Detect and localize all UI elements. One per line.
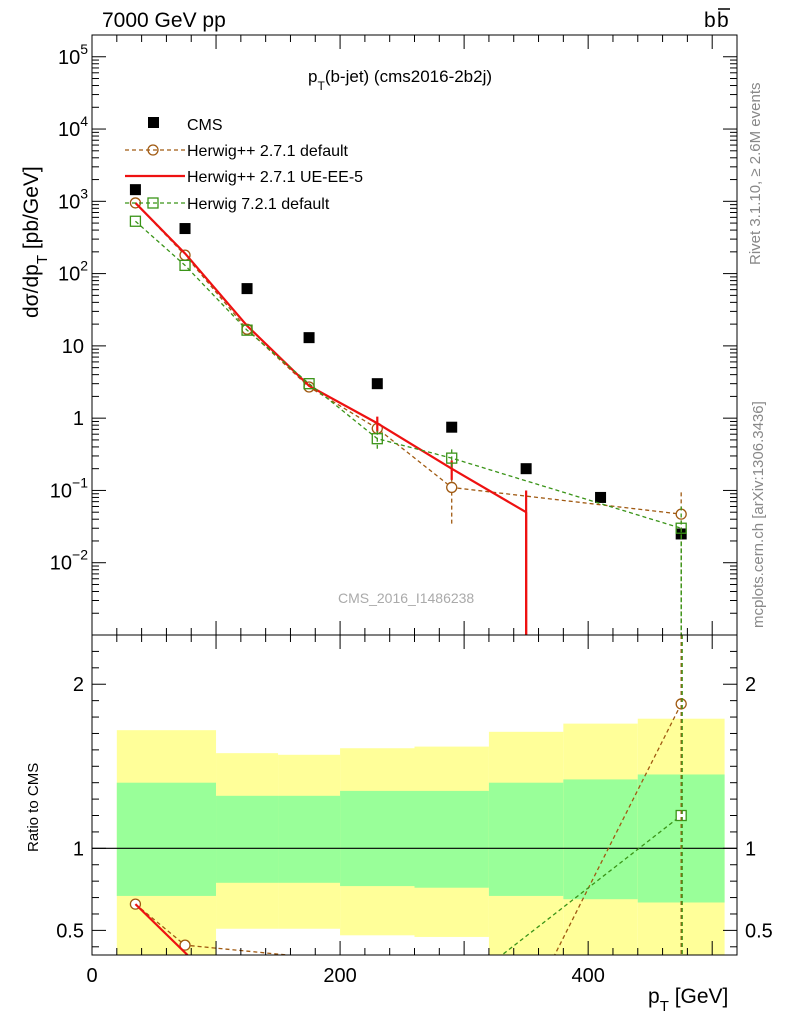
y-tick-label: 10−1 — [50, 474, 88, 502]
series-line — [134, 202, 527, 514]
herwig-pp-marker — [446, 481, 458, 494]
x-tick-label: 400 — [571, 965, 604, 987]
cms-data-point — [129, 184, 141, 196]
ratio-line — [500, 814, 682, 955]
cms-data-point — [371, 378, 383, 390]
series-0 — [129, 184, 687, 540]
herwig7-marker — [241, 324, 253, 336]
uncertainty-band-inner — [414, 790, 489, 888]
herwig7-marker — [303, 378, 315, 390]
ratio-y-tick-label-right: 0.5 — [745, 920, 773, 942]
y-tick-label: 10 — [62, 336, 84, 358]
x-tick-label: 200 — [323, 965, 356, 987]
ratio-y-tick-label: 2 — [73, 674, 84, 696]
series-2 — [134, 202, 528, 635]
ratio-marker — [179, 939, 191, 951]
cms-data-point — [675, 528, 687, 540]
ratio-line — [134, 703, 682, 955]
y-tick-label: 105 — [58, 41, 88, 69]
y-tick-label: 103 — [58, 185, 88, 213]
ratio-y-tick-label-right: 1 — [745, 838, 756, 860]
rivet-label: Rivet 3.1.10, ≥ 2.6M events — [747, 83, 764, 266]
cms-data-point — [520, 463, 532, 475]
legend-item-herwig-pp-default: Herwig++ 2.7.1 default — [125, 143, 349, 160]
svg-text:b: b — [704, 9, 716, 32]
cms-data-point — [595, 491, 607, 503]
series-1 — [129, 197, 687, 635]
ratio-y-tick-label: 1 — [73, 838, 84, 860]
y-tick-label: 10−2 — [50, 547, 88, 575]
uncertainty-band-inner — [216, 795, 279, 883]
collision-label: 7000 GeV pp — [102, 9, 226, 32]
cms-data-point — [241, 283, 253, 295]
y-tick-label: 1 — [73, 408, 84, 430]
herwig7-marker — [446, 452, 458, 464]
uncertainty-band-inner — [488, 782, 564, 896]
uncertainty-band-inner — [278, 795, 341, 883]
herwig7-marker — [179, 259, 191, 272]
mcplots-label: mcplots.cern.ch [arXiv:1306.3436] — [750, 401, 767, 628]
ratio-series-1 — [134, 903, 189, 955]
ratio-frame — [91, 634, 738, 956]
cms-data-point — [446, 421, 458, 433]
legend-item-herwig7-default: Herwig 7.2.1 default — [125, 196, 330, 213]
herwig7-marker — [675, 522, 687, 534]
process-label: b b — [704, 8, 730, 32]
ratio-axis-ticks: 0.5 0.5 1 1 2 2 0 200 400 — [56, 634, 773, 987]
y-tick-label: 104 — [58, 113, 88, 141]
cms-data-point — [179, 223, 191, 235]
plot-title: pT(b-jet) (cms2016-2b2j) — [308, 67, 492, 93]
ratio-panel: 0.5 0.5 1 1 2 2 0 200 400 Ratio to CMS pT [GeV] — [25, 634, 773, 1015]
cms-data-point — [303, 332, 315, 344]
x-axis-label: pT [GeV] — [648, 985, 728, 1015]
ratio-y-axis-label: Ratio to CMS — [25, 763, 42, 852]
series-line — [134, 220, 682, 529]
y-axis-label: dσ/dpT [pb/GeV] — [20, 166, 51, 318]
uncertainty-band-inner — [116, 782, 217, 896]
uncertainty-band-inner — [563, 779, 638, 900]
herwig7-marker — [129, 215, 142, 227]
ratio-line — [134, 903, 189, 955]
ratio-y-tick-label-right: 2 — [745, 674, 756, 696]
svg-text:CMS: CMS — [187, 117, 223, 134]
svg-text:b: b — [717, 9, 729, 32]
x-tick-label: 0 — [86, 965, 97, 987]
legend-item-herwig-pp-ue-ee-5: Herwig++ 2.7.1 UE-EE-5 — [125, 169, 363, 186]
ratio-y-tick-label: 0.5 — [56, 920, 84, 942]
svg-text:Herwig 7.2.1 default: Herwig 7.2.1 default — [187, 196, 330, 213]
svg-text:Herwig++ 2.7.1 default: Herwig++ 2.7.1 default — [187, 143, 349, 160]
svg-text:Herwig++ 2.7.1 UE-EE-5: Herwig++ 2.7.1 UE-EE-5 — [187, 169, 363, 186]
legend-item-cms: CMS — [148, 117, 223, 134]
series-3 — [129, 215, 687, 635]
herwig7-marker — [371, 433, 383, 445]
series-line — [134, 202, 682, 515]
y-tick-label: 102 — [58, 258, 88, 286]
watermark: CMS_2016_I1486238 — [338, 590, 474, 606]
legend: CMS Herwig++ 2.7.1 default Herwig++ 2.7.… — [125, 117, 363, 213]
uncertainty-band-inner — [340, 790, 415, 887]
